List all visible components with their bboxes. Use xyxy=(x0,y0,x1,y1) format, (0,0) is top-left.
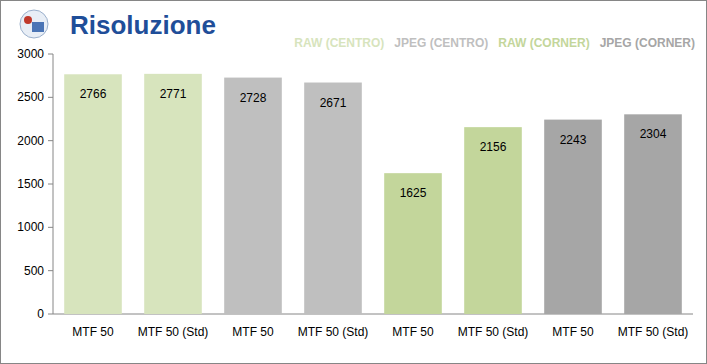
y-tick-label: 0 xyxy=(37,307,44,321)
legend-entry: JPEG (CENTRO) xyxy=(394,36,488,50)
chart: RisoluzioneRAW (CENTRO)JPEG (CENTRO)RAW … xyxy=(0,0,707,364)
y-axis xyxy=(53,54,54,314)
y-tick-label: 1000 xyxy=(17,220,44,234)
bar xyxy=(624,114,682,314)
bar xyxy=(384,173,442,314)
bar xyxy=(64,74,122,314)
x-tick-label: MTF 50 xyxy=(232,325,274,339)
icon-dot xyxy=(24,16,32,24)
x-tick-label: MTF 50 (Std) xyxy=(138,325,209,339)
y-tick xyxy=(48,140,53,141)
legend-entry: RAW (CENTRO) xyxy=(294,36,384,50)
x-tick-label: MTF 50 (Std) xyxy=(618,325,689,339)
chart-frame xyxy=(1,1,707,364)
data-label: 2671 xyxy=(320,96,347,110)
y-tick-label: 2000 xyxy=(17,134,44,148)
data-label: 2156 xyxy=(480,140,507,154)
icon-circle xyxy=(20,10,48,38)
y-tick xyxy=(48,54,53,55)
bar xyxy=(304,83,362,314)
data-label: 2728 xyxy=(240,91,267,105)
y-tick-label: 500 xyxy=(24,264,44,278)
bar xyxy=(224,78,282,314)
data-label: 2766 xyxy=(80,87,107,101)
data-label: 2243 xyxy=(560,133,587,147)
data-label: 1625 xyxy=(400,186,427,200)
y-tick xyxy=(48,227,53,228)
y-tick-label: 1500 xyxy=(17,177,44,191)
data-labels: 2766 2771 2728 2671 1625 2156 2243 2304 xyxy=(80,87,667,200)
bar xyxy=(144,74,202,314)
y-tick-label: 2500 xyxy=(17,90,44,104)
y-tick xyxy=(48,184,53,185)
data-label: 2304 xyxy=(640,127,667,141)
x-tick-label: MTF 50 (Std) xyxy=(298,325,369,339)
x-tick-label: MTF 50 (Std) xyxy=(458,325,529,339)
y-tick xyxy=(48,270,53,271)
legend-entry: JPEG (CORNER) xyxy=(600,36,695,50)
bars xyxy=(64,74,682,314)
y-tick-label: 3000 xyxy=(17,47,44,61)
title: Risoluzione xyxy=(70,10,216,40)
x-tick-label: MTF 50 xyxy=(72,325,114,339)
y-tick xyxy=(48,97,53,98)
bar xyxy=(464,127,522,314)
bar xyxy=(544,120,602,314)
legend: RAW (CENTRO) JPEG (CENTRO) RAW (CORNER) JPE… xyxy=(294,36,695,50)
data-label: 2771 xyxy=(160,87,187,101)
x-tick-label: MTF 50 xyxy=(392,325,434,339)
legend-entry: RAW (CORNER) xyxy=(498,36,589,50)
icon-box xyxy=(32,22,44,32)
axes: 0 500 1000 1500 2000 2500 3000 MTF 50 MTF 50 (St… xyxy=(17,47,693,339)
y-tick xyxy=(48,314,53,315)
x-tick-label: MTF 50 xyxy=(552,325,594,339)
title-icon xyxy=(20,10,48,38)
